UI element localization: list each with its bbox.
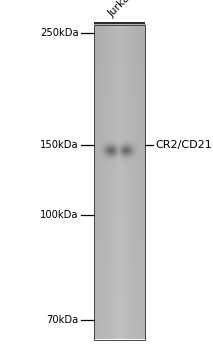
Text: 250kDa: 250kDa [40,28,79,38]
Text: 150kDa: 150kDa [40,140,79,150]
Text: CR2/CD21: CR2/CD21 [155,140,212,150]
Text: 70kDa: 70kDa [47,315,79,325]
Bar [94,25,145,339]
Text: 100kDa: 100kDa [40,210,79,220]
Text: Jurkat: Jurkat [107,0,135,19]
